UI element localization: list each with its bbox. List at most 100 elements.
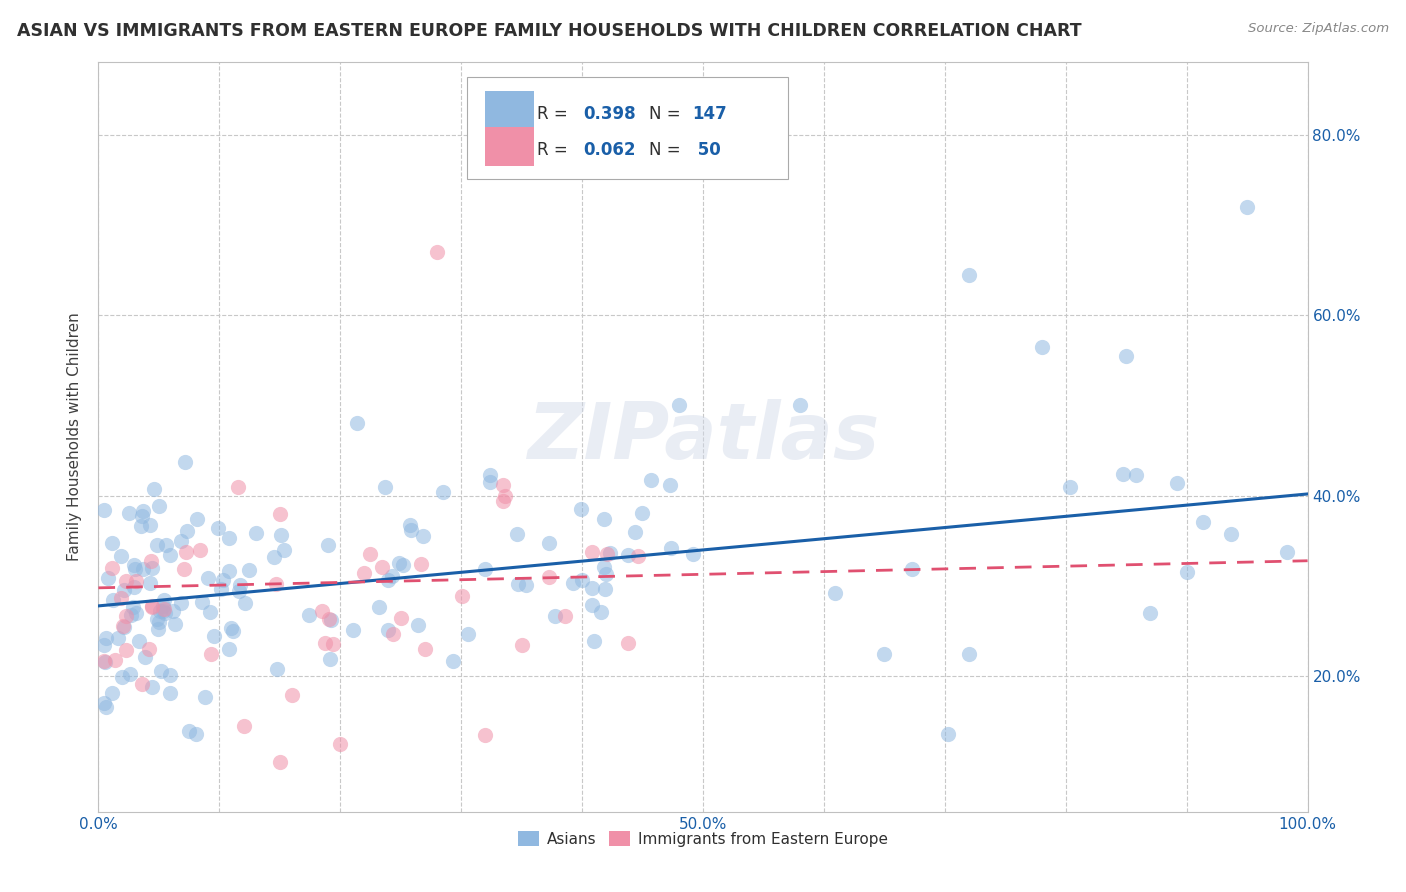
- Point: [101, 592, 124, 607]
- Point: [474, 562, 496, 576]
- Point: [132, 504, 155, 518]
- Text: 50: 50: [692, 141, 721, 159]
- Point: [152, 604, 174, 618]
- Point: [510, 638, 533, 652]
- Point: [1219, 527, 1241, 541]
- Point: [1112, 467, 1135, 481]
- Point: [682, 547, 704, 561]
- Point: [159, 668, 181, 682]
- Point: [245, 526, 267, 541]
- Point: [198, 605, 221, 619]
- Point: [359, 547, 381, 561]
- Point: [110, 591, 132, 606]
- Point: [94, 699, 117, 714]
- Point: [298, 608, 321, 623]
- Point: [122, 558, 145, 573]
- Text: R =: R =: [537, 141, 574, 159]
- Point: [281, 688, 304, 702]
- Point: [273, 542, 295, 557]
- Point: [398, 518, 420, 533]
- Point: [115, 574, 138, 589]
- Point: [104, 653, 127, 667]
- Point: [506, 577, 529, 591]
- Point: [269, 507, 291, 521]
- Point: [101, 686, 124, 700]
- Point: [93, 638, 115, 652]
- Point: [93, 696, 115, 710]
- Point: [107, 632, 129, 646]
- Point: [159, 548, 181, 562]
- Point: [450, 589, 472, 603]
- Point: [789, 399, 811, 413]
- Point: [319, 613, 342, 627]
- Point: [388, 556, 411, 570]
- Point: [228, 583, 250, 598]
- Point: [1192, 516, 1215, 530]
- Point: [139, 554, 162, 568]
- Point: [311, 604, 333, 618]
- Point: [125, 574, 148, 589]
- Point: [118, 666, 141, 681]
- Point: [263, 549, 285, 564]
- Point: [128, 634, 150, 648]
- Point: [561, 575, 583, 590]
- FancyBboxPatch shape: [485, 127, 534, 166]
- Point: [538, 570, 561, 584]
- Text: R =: R =: [537, 105, 574, 123]
- Point: [314, 636, 336, 650]
- Point: [169, 533, 191, 548]
- Point: [936, 727, 959, 741]
- Point: [264, 577, 287, 591]
- Point: [194, 690, 217, 705]
- Text: 0.062: 0.062: [583, 141, 636, 159]
- Point: [141, 599, 163, 614]
- Point: [630, 506, 652, 520]
- Point: [270, 527, 292, 541]
- Point: [221, 624, 243, 638]
- Point: [112, 619, 135, 633]
- Point: [173, 562, 195, 576]
- Point: [177, 723, 200, 738]
- Point: [1236, 200, 1258, 214]
- Point: [233, 596, 256, 610]
- Point: [218, 564, 240, 578]
- Point: [188, 542, 211, 557]
- Point: [202, 628, 225, 642]
- Point: [478, 468, 501, 483]
- Point: [110, 549, 132, 563]
- Point: [143, 482, 166, 496]
- Point: [152, 592, 174, 607]
- Point: [138, 642, 160, 657]
- Point: [132, 562, 155, 576]
- Text: ZIPatlas: ZIPatlas: [527, 399, 879, 475]
- Point: [581, 545, 603, 559]
- Point: [94, 655, 117, 669]
- Point: [207, 521, 229, 535]
- Point: [211, 574, 233, 588]
- Point: [1031, 340, 1053, 354]
- Point: [474, 728, 496, 742]
- Point: [197, 571, 219, 585]
- Point: [155, 538, 177, 552]
- Point: [1115, 349, 1137, 363]
- Point: [492, 493, 515, 508]
- Point: [153, 601, 176, 615]
- Text: 0.398: 0.398: [583, 105, 636, 123]
- Point: [824, 586, 846, 600]
- Point: [124, 562, 146, 576]
- Point: [118, 506, 141, 520]
- Point: [186, 511, 208, 525]
- Point: [218, 642, 240, 657]
- Point: [494, 489, 516, 503]
- Point: [101, 536, 124, 550]
- Point: [377, 573, 399, 587]
- Point: [229, 578, 252, 592]
- Point: [873, 647, 896, 661]
- Point: [413, 642, 436, 657]
- Point: [146, 622, 169, 636]
- Point: [329, 737, 352, 751]
- FancyBboxPatch shape: [467, 78, 787, 178]
- Point: [381, 568, 404, 582]
- Point: [134, 649, 156, 664]
- Point: [368, 600, 391, 615]
